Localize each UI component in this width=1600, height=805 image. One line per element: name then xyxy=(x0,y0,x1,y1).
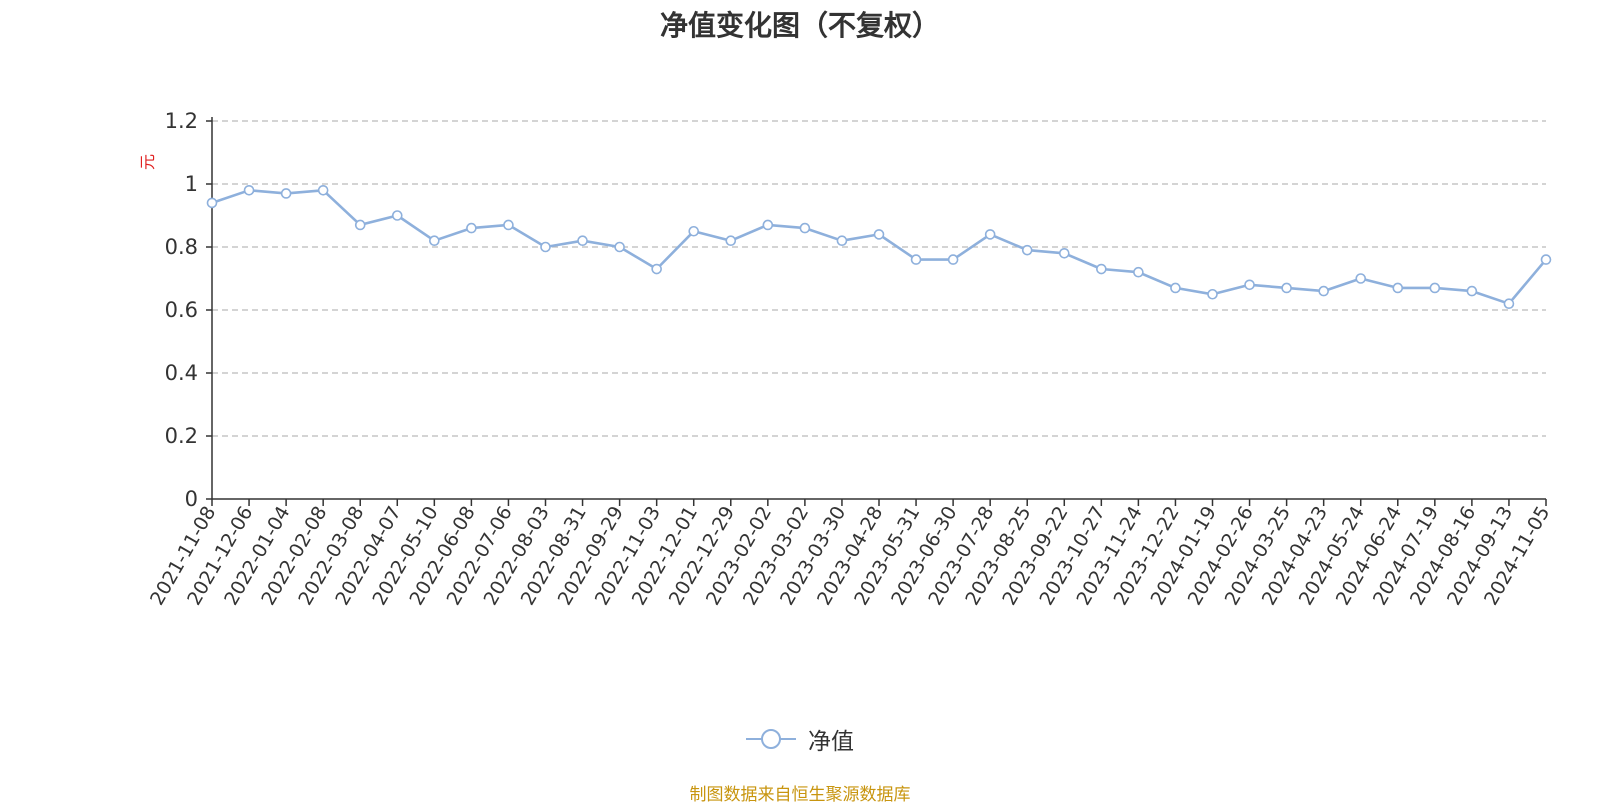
data-point-24[interactable] xyxy=(1096,263,1107,275)
data-point-12[interactable] xyxy=(651,263,662,275)
source-note: 制图数据来自恒生聚源数据库 xyxy=(689,785,911,805)
grid-layer xyxy=(212,120,1546,437)
data-point-19[interactable] xyxy=(910,254,922,265)
legend[interactable]: 净值 xyxy=(0,722,1600,756)
data-point-33[interactable] xyxy=(1429,282,1441,294)
data-point-35[interactable] xyxy=(1503,298,1515,310)
data-point-28[interactable] xyxy=(1244,279,1255,291)
data-point-31[interactable] xyxy=(1355,273,1367,284)
series-layer xyxy=(206,185,1552,310)
data-point-3[interactable] xyxy=(317,185,329,196)
data-point-6[interactable] xyxy=(429,235,440,246)
chart-title: 净值变化图（不复权） xyxy=(659,9,940,42)
data-point-1[interactable] xyxy=(243,185,255,196)
data-point-23[interactable] xyxy=(1058,248,1070,259)
y-axis-unit-label: 元 xyxy=(138,154,157,170)
y-tick-label-1: 0.2 xyxy=(165,424,198,448)
data-point-0[interactable] xyxy=(206,197,218,209)
data-point-36[interactable] xyxy=(1540,254,1552,265)
data-point-7[interactable] xyxy=(466,222,477,234)
data-point-2[interactable] xyxy=(280,188,292,199)
data-point-22[interactable] xyxy=(1021,244,1033,256)
data-point-14[interactable] xyxy=(725,235,737,246)
legend-line-circle-icon xyxy=(746,729,796,749)
data-point-32[interactable] xyxy=(1392,282,1404,294)
data-point-17[interactable] xyxy=(836,235,848,246)
data-point-34[interactable] xyxy=(1466,285,1478,297)
data-point-16[interactable] xyxy=(799,222,811,234)
data-point-27[interactable] xyxy=(1207,288,1218,300)
data-point-5[interactable] xyxy=(391,210,403,221)
data-point-25[interactable] xyxy=(1133,266,1144,278)
y-tick-label-5: 1 xyxy=(185,172,198,196)
data-point-15[interactable] xyxy=(762,219,774,231)
y-tick-label-0: 0 xyxy=(185,487,198,511)
data-point-20[interactable] xyxy=(947,254,959,265)
data-point-4[interactable] xyxy=(354,219,366,231)
legend-label: 净值 xyxy=(808,729,854,755)
data-point-10[interactable] xyxy=(577,235,588,246)
data-point-8[interactable] xyxy=(503,219,514,231)
data-point-26[interactable] xyxy=(1170,282,1181,294)
y-tick-label-4: 0.8 xyxy=(165,235,198,259)
data-point-11[interactable] xyxy=(614,241,625,253)
data-point-21[interactable] xyxy=(984,229,996,240)
data-point-18[interactable] xyxy=(873,229,885,240)
line-chart: 00.20.40.60.811.22021-11-082021-12-06202… xyxy=(138,109,1554,609)
y-tick-label-3: 0.6 xyxy=(165,298,198,322)
data-point-30[interactable] xyxy=(1318,285,1329,297)
data-point-9[interactable] xyxy=(540,241,551,253)
data-point-13[interactable] xyxy=(688,225,700,237)
data-point-29[interactable] xyxy=(1281,282,1292,294)
y-tick-label-6: 1.2 xyxy=(165,109,198,133)
y-tick-label-2: 0.4 xyxy=(165,361,198,385)
